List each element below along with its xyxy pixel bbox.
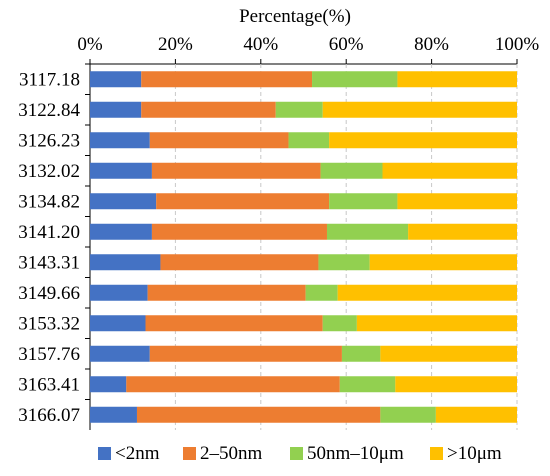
x-tick-label: 40% bbox=[243, 34, 278, 55]
bar-segment bbox=[318, 254, 370, 271]
bar-segment bbox=[337, 284, 517, 301]
x-tick-label: 60% bbox=[329, 34, 364, 55]
bar-segment bbox=[90, 193, 157, 210]
bar-segment bbox=[322, 315, 357, 332]
bar-segment bbox=[90, 71, 142, 88]
bar-segment bbox=[151, 223, 327, 240]
bar-segment bbox=[408, 223, 517, 240]
legend-swatch bbox=[98, 447, 111, 460]
x-tick-label: 20% bbox=[158, 34, 193, 55]
bar-segment bbox=[141, 101, 276, 118]
bar-segment bbox=[90, 101, 142, 118]
bar-segment bbox=[356, 315, 517, 332]
bar-segment bbox=[149, 345, 342, 362]
legend-label: 2–50nm bbox=[200, 443, 263, 464]
bar-segment bbox=[329, 132, 517, 149]
grid bbox=[174, 64, 518, 430]
bar-segment bbox=[160, 254, 319, 271]
category-label: 3126.23 bbox=[18, 130, 80, 151]
bar-segment bbox=[90, 223, 152, 240]
category-label: 3122.84 bbox=[18, 100, 80, 121]
bar-segment bbox=[90, 406, 137, 423]
bar-segment bbox=[305, 284, 338, 301]
bar-segment bbox=[397, 71, 517, 88]
legend-swatch bbox=[430, 447, 443, 460]
bar-segment bbox=[369, 254, 517, 271]
bar-segment bbox=[435, 406, 517, 423]
bar-segment bbox=[141, 71, 313, 88]
bar-segment bbox=[326, 223, 409, 240]
legend-label: >10μm bbox=[447, 443, 502, 464]
bar-segment bbox=[322, 101, 517, 118]
bar-segment bbox=[147, 284, 306, 301]
bar-segment bbox=[156, 193, 330, 210]
category-label: 3163.41 bbox=[18, 374, 80, 395]
category-label: 3149.66 bbox=[18, 283, 80, 304]
bar-segment bbox=[90, 376, 127, 393]
bar-segment bbox=[275, 101, 323, 118]
category-label: 3134.82 bbox=[18, 191, 80, 212]
bar-segment bbox=[397, 193, 517, 210]
category-label: 3117.18 bbox=[19, 69, 80, 90]
bar-segment bbox=[90, 254, 161, 271]
bar-segment bbox=[329, 193, 398, 210]
x-tick-label: 100% bbox=[495, 34, 540, 55]
bar-segment bbox=[339, 376, 396, 393]
bar-segment bbox=[90, 345, 150, 362]
category-label: 3132.02 bbox=[18, 161, 80, 182]
bar-segment bbox=[149, 132, 289, 149]
bar-segment bbox=[90, 284, 148, 301]
bar-segment bbox=[382, 162, 517, 179]
bars bbox=[90, 71, 517, 423]
bar-segment bbox=[126, 376, 340, 393]
bar-segment bbox=[380, 406, 436, 423]
bar-segment bbox=[145, 315, 323, 332]
bar-segment bbox=[380, 345, 517, 362]
legend: <2nm 2–50nm 50nm–10μm >10μm bbox=[98, 443, 502, 464]
bar-segment bbox=[136, 406, 381, 423]
bar-segment bbox=[288, 132, 330, 149]
category-labels: 3117.18 3122.84 3126.23 3132.02 3134.82 3141.… bbox=[18, 63, 90, 426]
x-tick-label: 80% bbox=[414, 34, 449, 55]
category-label: 3141.20 bbox=[18, 222, 80, 243]
legend-swatch bbox=[290, 447, 303, 460]
bar-segment bbox=[90, 132, 150, 149]
bar-segment bbox=[90, 315, 146, 332]
bar-segment bbox=[312, 71, 398, 88]
category-label: 3143.31 bbox=[18, 252, 80, 273]
category-label: 3166.07 bbox=[18, 405, 80, 426]
bar-segment bbox=[320, 162, 383, 179]
legend-label: 50nm–10μm bbox=[307, 443, 404, 464]
legend-label: <2nm bbox=[115, 443, 160, 464]
category-label: 3157.76 bbox=[18, 344, 80, 365]
bar-segment bbox=[341, 345, 381, 362]
x-axis-title: Percentage(%) bbox=[239, 6, 351, 27]
x-tick-label: 0% bbox=[77, 34, 103, 55]
category-label: 3153.32 bbox=[18, 313, 80, 334]
bar-segment bbox=[90, 162, 152, 179]
legend-swatch bbox=[183, 447, 196, 460]
bar-segment bbox=[395, 376, 517, 393]
bar-segment bbox=[151, 162, 321, 179]
